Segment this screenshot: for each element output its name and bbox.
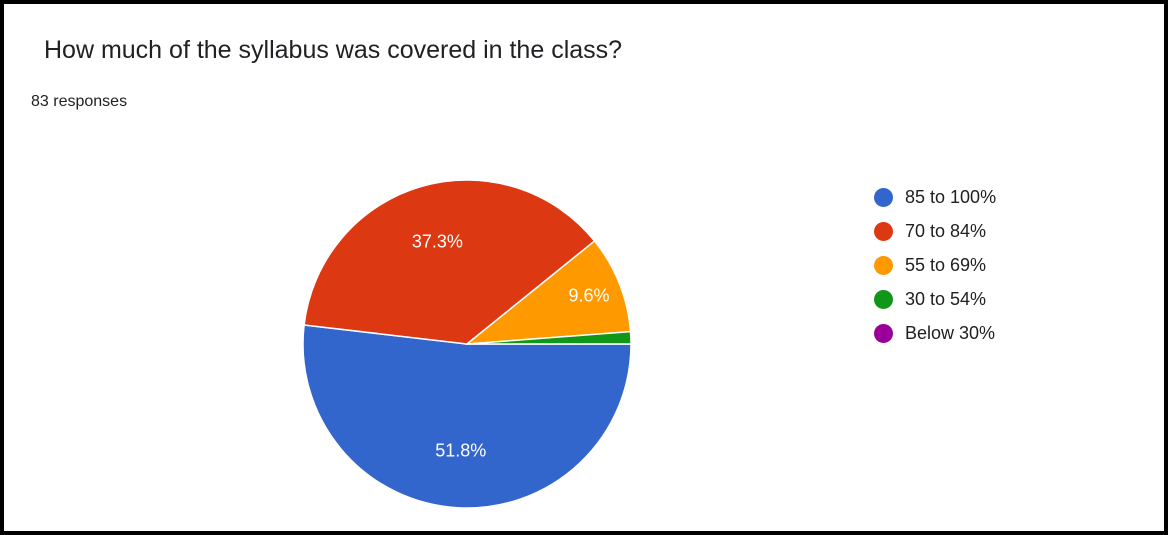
- legend-swatch-icon: [874, 289, 893, 309]
- pie-chart: 51.8% 37.3% 9.6%: [302, 179, 632, 509]
- slice-label-1: 37.3%: [412, 232, 463, 252]
- legend-label: 55 to 69%: [905, 254, 987, 275]
- slice-label-2: 9.6%: [568, 286, 609, 306]
- slice-label-0: 51.8%: [435, 440, 486, 460]
- legend-label: 70 to 84%: [905, 220, 987, 241]
- legend-item-1[interactable]: 70 to 84%: [874, 214, 996, 248]
- legend-label: Below 30%: [905, 322, 996, 343]
- pie-slice-1[interactable]: [303, 179, 596, 345]
- legend-item-2[interactable]: 55 to 69%: [874, 248, 996, 282]
- legend-swatch-icon: [874, 323, 893, 343]
- chart-legend: 85 to 100% 70 to 84% 55 to 69% 30 to 54% Bel…: [874, 180, 996, 350]
- legend-swatch-icon: [874, 255, 893, 275]
- pie-slice-3[interactable]: [466, 330, 632, 345]
- chart-title: How much of the syllabus was covered in …: [44, 36, 623, 64]
- legend-item-4[interactable]: Below 30%: [874, 316, 996, 350]
- legend-swatch-icon: [874, 187, 893, 207]
- legend-item-0[interactable]: 85 to 100%: [874, 180, 996, 214]
- pie-slice-2[interactable]: [464, 239, 632, 345]
- response-count: 83 responses: [31, 93, 128, 110]
- pie-slice-0[interactable]: [302, 324, 632, 509]
- legend-label: 85 to 100%: [905, 186, 997, 207]
- legend-swatch-icon: [874, 221, 893, 241]
- legend-label: 30 to 54%: [905, 288, 987, 309]
- legend-item-3[interactable]: 30 to 54%: [874, 282, 996, 316]
